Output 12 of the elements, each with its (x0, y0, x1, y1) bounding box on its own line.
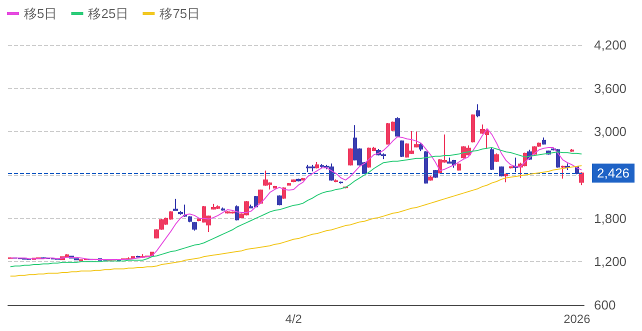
y-tick-label: 3,000 (594, 124, 627, 140)
y-tick-label: 4,200 (594, 38, 627, 52)
x-tick-label: 2026 (564, 312, 591, 326)
legend-label: 移75日 (160, 6, 200, 21)
x-tick-label: 4/2 (285, 312, 302, 326)
y-tick-label: 600 (594, 298, 616, 312)
legend-label: 移25日 (88, 6, 129, 21)
y-tick-label: 1,200 (594, 254, 627, 270)
y-tick-label: 1,800 (594, 210, 627, 226)
legend-label: 移5日 (24, 6, 58, 21)
y-tick-label: 3,600 (594, 80, 627, 96)
ref-line-label: 2,426 (597, 166, 630, 181)
